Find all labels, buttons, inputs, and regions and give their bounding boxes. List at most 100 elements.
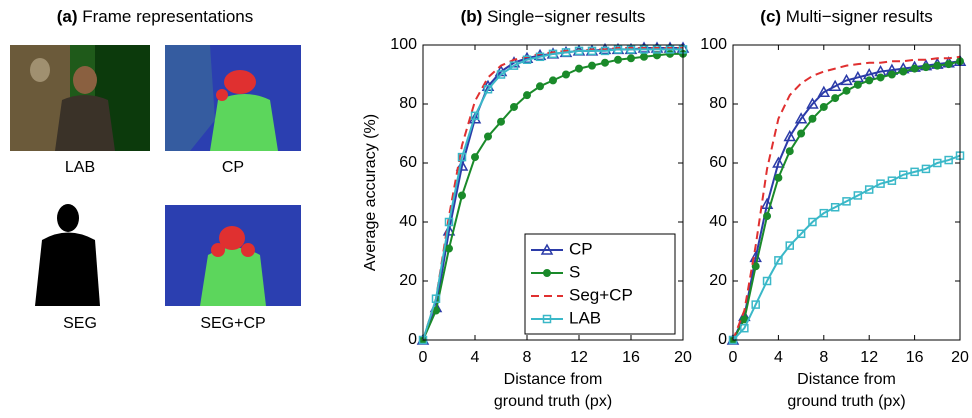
marker: [496, 70, 506, 79]
marker: [468, 112, 482, 124]
y-tick-label: 100: [390, 36, 417, 53]
marker: [751, 262, 760, 271]
y-tick-label: 20: [399, 272, 417, 289]
chart-title: (c) Multi−signer results: [760, 7, 932, 26]
marker: [865, 76, 874, 85]
x-axis-label: Distance from: [797, 371, 896, 388]
marker: [774, 256, 783, 265]
marker: [522, 55, 532, 64]
marker: [910, 64, 919, 73]
y-tick-label: 100: [700, 36, 727, 53]
image-seg-cp: [165, 205, 301, 306]
y-tick-label: 80: [399, 95, 417, 112]
marker: [785, 147, 794, 156]
marker: [483, 85, 493, 94]
x-tick-label: 12: [570, 349, 588, 366]
x-tick-label: 20: [951, 349, 969, 366]
y-tick-label: 40: [709, 213, 727, 230]
x-tick-label: 20: [674, 349, 692, 366]
marker: [457, 152, 467, 162]
x-axis-label: Distance from: [504, 371, 603, 388]
marker: [921, 63, 930, 72]
marker: [887, 70, 896, 79]
marker: [762, 276, 772, 286]
marker: [600, 46, 610, 56]
marker: [458, 191, 466, 200]
marker: [853, 80, 862, 89]
marker: [794, 112, 808, 124]
panel-a-title: (a) Frame representations: [57, 7, 254, 26]
marker: [899, 170, 908, 180]
marker: [601, 58, 609, 67]
marker: [740, 323, 749, 333]
marker: [806, 97, 819, 109]
marker: [840, 73, 853, 86]
series-line: [732, 55, 961, 341]
marker: [797, 129, 806, 138]
marker: [819, 102, 828, 111]
image-caption: SEG+CP: [200, 315, 265, 332]
legend-marker: [542, 314, 552, 324]
marker: [626, 45, 636, 54]
marker: [944, 155, 953, 165]
marker: [808, 217, 817, 227]
marker: [484, 132, 492, 141]
marker: [665, 45, 675, 54]
panel-label: (b): [461, 7, 483, 26]
marker: [562, 70, 570, 79]
marker: [666, 49, 674, 58]
y-tick-label: 60: [709, 154, 727, 171]
legend-label: S: [569, 262, 580, 281]
marker: [523, 91, 531, 100]
y-tick-label: 60: [399, 154, 417, 171]
marker: [828, 79, 842, 92]
marker: [652, 45, 662, 54]
marker: [535, 52, 545, 62]
x-tick-label: 8: [819, 349, 828, 366]
x-tick-label: 4: [774, 349, 783, 366]
x-tick-label: 16: [906, 349, 924, 366]
x-axis-label: ground truth (px): [494, 393, 612, 410]
marker: [774, 173, 783, 182]
marker: [783, 129, 797, 142]
marker: [808, 114, 817, 123]
marker: [899, 67, 908, 76]
marker: [574, 46, 584, 56]
marker: [910, 167, 919, 177]
marker: [772, 156, 785, 168]
marker: [549, 76, 557, 85]
marker: [561, 48, 571, 57]
chart-title-text: Multi−signer results: [786, 7, 933, 26]
x-tick-label: 4: [471, 349, 480, 366]
marker: [445, 244, 453, 253]
chart-title: (b) Single−signer results: [461, 7, 646, 26]
marker: [751, 300, 760, 309]
legend-label: CP: [569, 239, 593, 258]
marker: [796, 229, 806, 239]
marker: [760, 197, 774, 210]
y-tick-label: 40: [399, 213, 417, 230]
marker: [588, 61, 596, 70]
marker: [842, 86, 851, 95]
image-seg: [10, 200, 150, 306]
marker: [842, 197, 851, 206]
marker: [864, 185, 874, 194]
marker: [442, 224, 456, 236]
marker: [944, 60, 953, 69]
marker: [887, 176, 897, 185]
y-tick-label: 0: [408, 331, 417, 348]
panel-label: (a): [57, 7, 78, 26]
x-tick-label: 0: [729, 349, 738, 366]
marker: [509, 61, 519, 70]
marker: [819, 208, 829, 218]
marker: [817, 85, 831, 97]
x-tick-label: 0: [419, 349, 428, 366]
marker: [876, 73, 885, 82]
marker: [921, 164, 931, 174]
y-tick-label: 0: [718, 331, 727, 348]
marker: [497, 117, 505, 126]
marker: [444, 217, 454, 227]
image-cp: [165, 45, 301, 151]
image-lab: [10, 45, 150, 151]
